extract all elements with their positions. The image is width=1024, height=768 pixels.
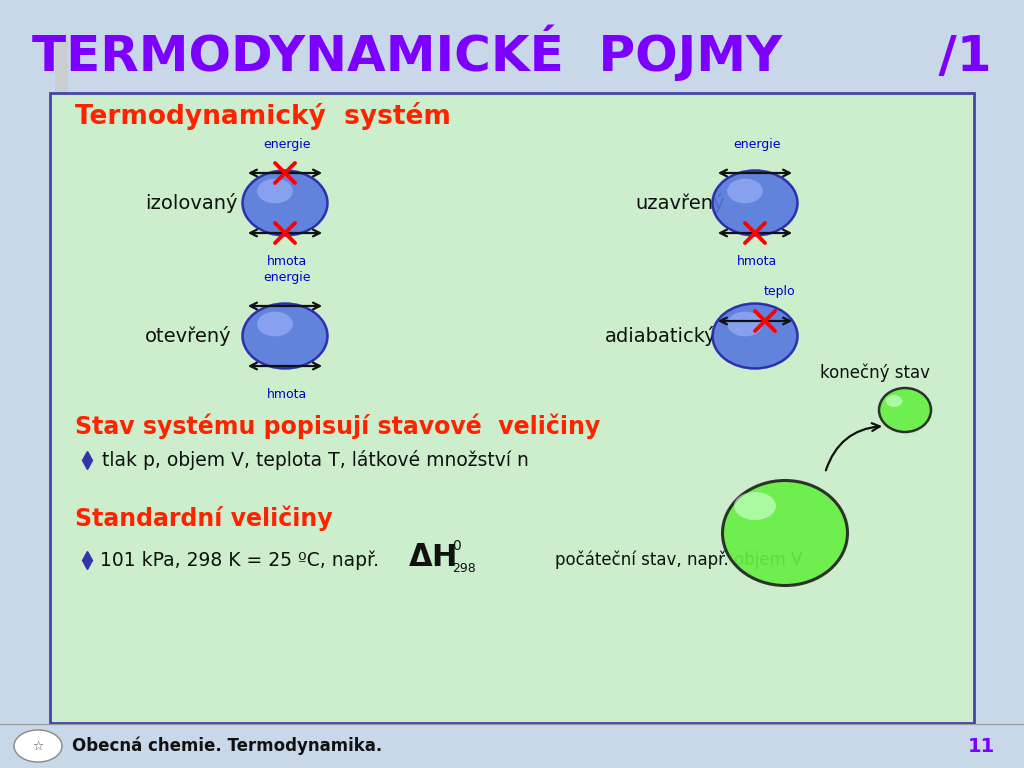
Text: 101 kPa, 298 K = 25 ºC, např.: 101 kPa, 298 K = 25 ºC, např. <box>100 550 385 570</box>
Ellipse shape <box>734 492 776 520</box>
Text: energie: energie <box>263 271 310 284</box>
FancyBboxPatch shape <box>50 93 974 723</box>
Ellipse shape <box>713 303 798 369</box>
Ellipse shape <box>879 388 931 432</box>
Text: počáteční stav, např. objem V: počáteční stav, např. objem V <box>555 551 803 569</box>
Ellipse shape <box>257 179 293 204</box>
Text: konečný stav: konečný stav <box>820 364 930 382</box>
Ellipse shape <box>727 179 763 204</box>
Text: TERMODYNAMICKÉ  POJMY         /1: TERMODYNAMICKÉ POJMY /1 <box>32 25 992 81</box>
Text: uzavřený: uzavřený <box>635 193 725 213</box>
Text: otevřený: otevřený <box>145 326 231 346</box>
Ellipse shape <box>723 481 848 585</box>
Text: Obecná chemie. Termodynamika.: Obecná chemie. Termodynamika. <box>72 737 382 755</box>
Text: Standardní veličiny: Standardní veličiny <box>75 505 333 531</box>
Text: tlak p, objem V, teplota T, látkové množství n: tlak p, objem V, teplota T, látkové množ… <box>102 450 528 470</box>
Ellipse shape <box>257 312 293 336</box>
Text: hmota: hmota <box>267 388 307 401</box>
Text: Termodynamický  systém: Termodynamický systém <box>75 102 451 130</box>
Text: adiabatický: adiabatický <box>605 326 717 346</box>
FancyArrowPatch shape <box>825 423 880 470</box>
Ellipse shape <box>713 170 798 236</box>
Ellipse shape <box>727 312 763 336</box>
Text: Stav systému popisují stavové  veličiny: Stav systému popisují stavové veličiny <box>75 413 600 439</box>
FancyBboxPatch shape <box>55 38 68 143</box>
Ellipse shape <box>243 303 328 369</box>
Text: hmota: hmota <box>737 255 777 268</box>
Text: energie: energie <box>263 138 310 151</box>
Text: 0: 0 <box>452 539 461 553</box>
Text: 298: 298 <box>452 561 476 574</box>
Text: ☆: ☆ <box>33 740 44 753</box>
Text: izolovaný: izolovaný <box>145 193 238 213</box>
Ellipse shape <box>14 730 62 762</box>
Ellipse shape <box>243 170 328 236</box>
Text: 11: 11 <box>968 737 995 756</box>
Text: $\mathbf{\Delta H}$: $\mathbf{\Delta H}$ <box>408 544 457 572</box>
Text: hmota: hmota <box>267 255 307 268</box>
Text: teplo: teplo <box>764 285 796 298</box>
Text: energie: energie <box>733 138 780 151</box>
Ellipse shape <box>886 395 902 407</box>
